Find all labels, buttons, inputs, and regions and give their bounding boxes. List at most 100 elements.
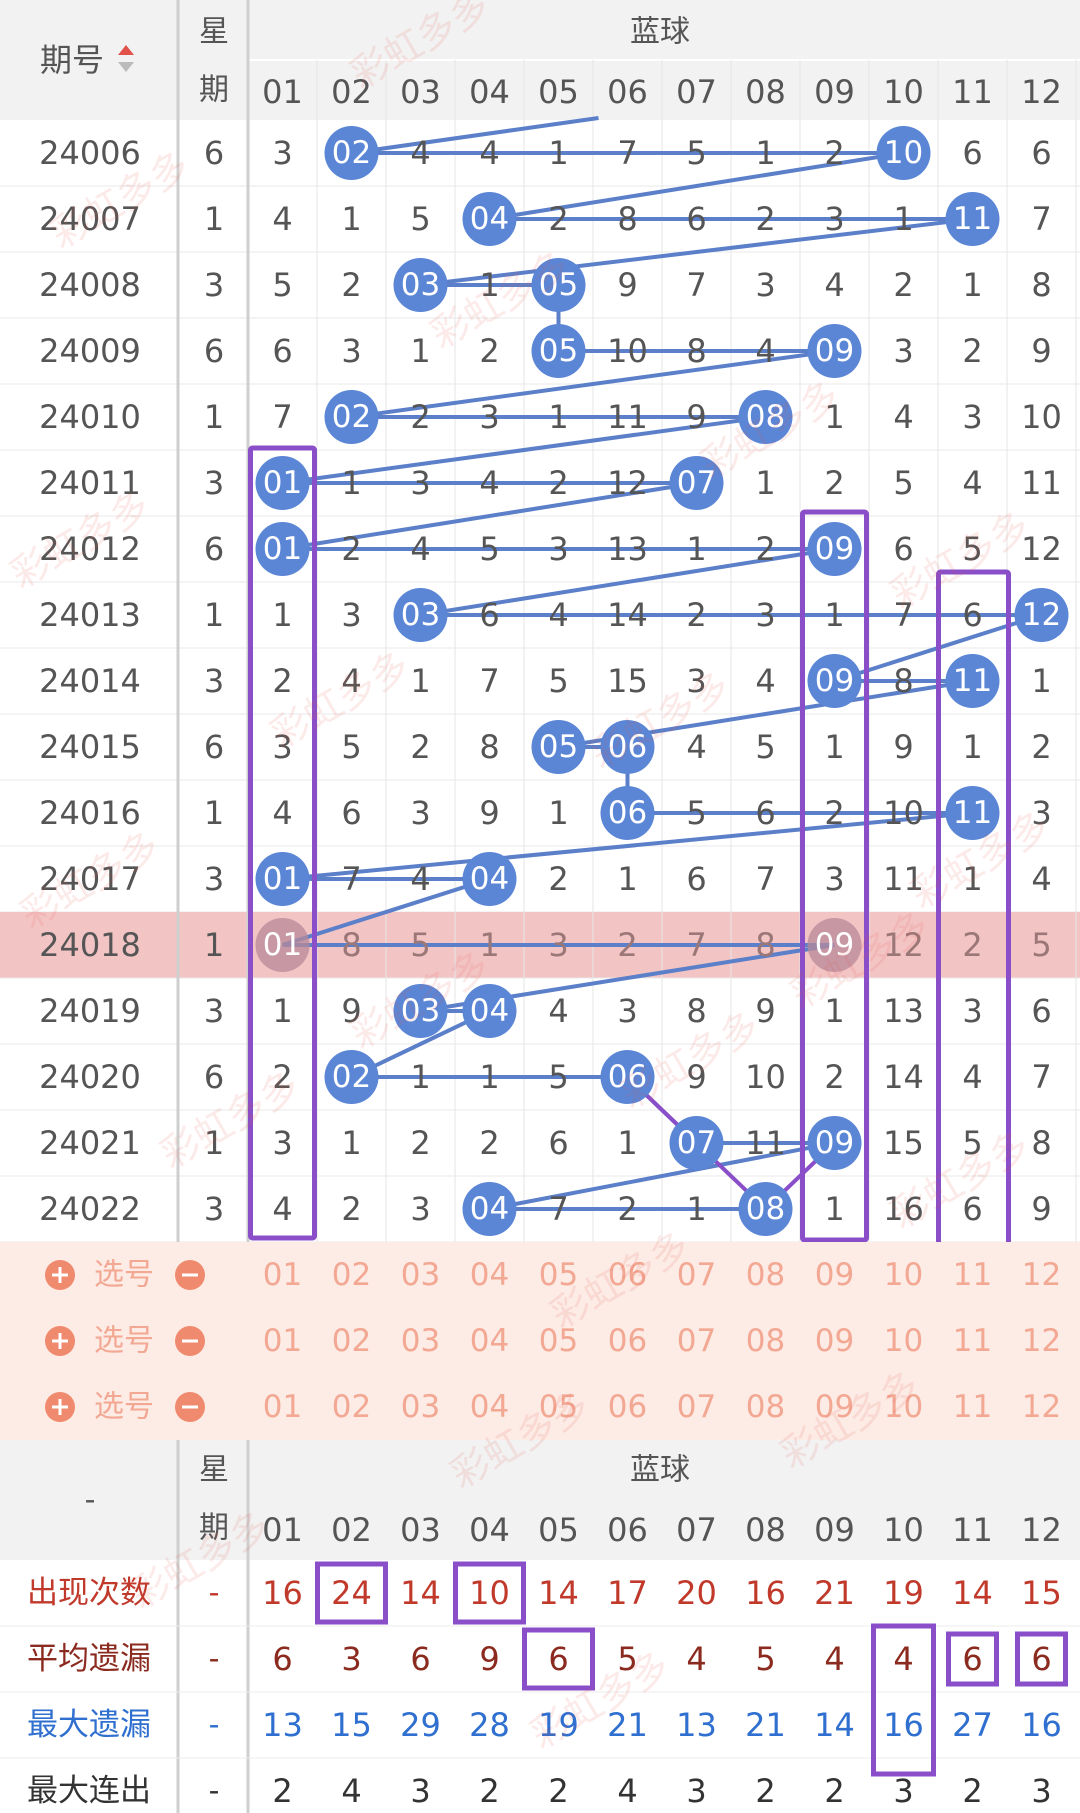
add-pick-button[interactable] [45,1326,75,1356]
remove-pick-button[interactable] [175,1260,205,1290]
blue-ball[interactable]: 02 [324,1050,379,1104]
picker-number-12[interactable]: 12 [1022,1323,1061,1359]
miss-count: 1 [962,266,982,304]
picker-number-09[interactable]: 09 [815,1257,854,1293]
blue-ball[interactable]: 04 [462,192,517,246]
blue-ball[interactable]: 06 [600,1050,655,1104]
blue-ball[interactable]: 03 [393,588,448,642]
picker-number-11[interactable]: 11 [953,1257,992,1293]
table-row: 24008 3 [0,266,1080,319]
miss-count: 5 [410,200,430,238]
miss-count: 1 [548,794,568,832]
picker-number-05[interactable]: 05 [539,1389,578,1425]
remove-pick-button[interactable] [175,1326,205,1356]
blue-ball[interactable]: 09 [807,324,862,378]
ball-number: 06 [608,1059,647,1095]
picker-number-05[interactable]: 05 [539,1323,578,1359]
stats-column-header-03: 03 [400,1511,441,1549]
picker-number-02[interactable]: 02 [332,1389,371,1425]
miss-count: 2 [686,596,706,634]
picker-number-01[interactable]: 01 [263,1389,302,1425]
picker-number-07[interactable]: 07 [677,1389,716,1425]
miss-count: 1 [272,992,292,1030]
stats-header-background [0,1440,1080,1560]
blue-ball[interactable]: 10 [876,126,931,180]
picker-number-06[interactable]: 06 [608,1389,647,1425]
picker-number-10[interactable]: 10 [884,1389,923,1425]
miss-count: 3 [548,926,568,964]
blue-ball[interactable]: 05 [531,720,586,774]
picker-number-06[interactable]: 06 [608,1257,647,1293]
blue-ball[interactable]: 07 [669,456,724,510]
picker-number-12[interactable]: 12 [1022,1389,1061,1425]
blue-ball[interactable]: 09 [807,918,862,972]
picker-number-04[interactable]: 04 [470,1323,509,1359]
blue-ball[interactable]: 09 [807,1116,862,1170]
picker-number-04[interactable]: 04 [470,1257,509,1293]
blue-ball[interactable]: 08 [738,390,793,444]
picker-number-04[interactable]: 04 [470,1389,509,1425]
blue-ball[interactable]: 01 [255,918,310,972]
blue-ball[interactable]: 04 [462,852,517,906]
picker-number-08[interactable]: 08 [746,1323,785,1359]
blue-ball[interactable]: 01 [255,456,310,510]
blue-ball[interactable]: 01 [255,522,310,576]
picker-number-03[interactable]: 03 [401,1323,440,1359]
picker-number-12[interactable]: 12 [1022,1257,1061,1293]
blue-ball[interactable]: 02 [324,126,379,180]
sort-up-icon[interactable] [118,45,134,55]
picker-number-03[interactable]: 03 [401,1257,440,1293]
blue-ball[interactable]: 12 [1014,588,1069,642]
blue-ball[interactable]: 11 [945,192,1000,246]
blue-ball[interactable]: 09 [807,654,862,708]
picker-number-10[interactable]: 10 [884,1257,923,1293]
annotation-boxes [248,445,1011,1249]
picker-number-07[interactable]: 07 [677,1257,716,1293]
blue-ball[interactable]: 02 [324,390,379,444]
picker-number-10[interactable]: 10 [884,1323,923,1359]
blue-ball[interactable]: 04 [462,984,517,1038]
picker-number-03[interactable]: 03 [401,1389,440,1425]
blue-ball[interactable]: 05 [531,258,586,312]
table-row: 24013 1 [0,596,1080,649]
weekday-value: 1 [204,1124,224,1162]
picker-number-11[interactable]: 11 [953,1323,992,1359]
stats-box-11-avg [946,1631,999,1687]
blue-ball[interactable]: 03 [393,258,448,312]
picker-number-09[interactable]: 09 [815,1323,854,1359]
remove-pick-button[interactable] [175,1392,205,1422]
blue-ball[interactable]: 09 [807,522,862,576]
blue-ball[interactable]: 11 [945,654,1000,708]
picker-number-09[interactable]: 09 [815,1389,854,1425]
blue-ball[interactable]: 05 [531,324,586,378]
picker-number-11[interactable]: 11 [953,1389,992,1425]
picker-number-08[interactable]: 08 [746,1389,785,1425]
blue-ball[interactable]: 08 [738,1182,793,1236]
picker-number-05[interactable]: 05 [539,1257,578,1293]
weekday-value: 1 [204,398,224,436]
picker-number-08[interactable]: 08 [746,1257,785,1293]
blue-ball[interactable]: 04 [462,1182,517,1236]
picker-number-01[interactable]: 01 [263,1257,302,1293]
sort-down-icon[interactable] [118,62,134,72]
blue-ball[interactable]: 01 [255,852,310,906]
blue-ball[interactable]: 06 [600,786,655,840]
picker-number-01[interactable]: 01 [263,1323,302,1359]
picker-number-07[interactable]: 07 [677,1323,716,1359]
ball-number: 09 [815,1125,854,1161]
picker-number-02[interactable]: 02 [332,1257,371,1293]
blue-ball[interactable]: 11 [945,786,1000,840]
watermark-text: 彩虹多多 [523,1643,677,1757]
weekday-header-top: 星 [199,15,229,50]
blue-ball[interactable]: 03 [393,984,448,1038]
add-pick-button[interactable] [45,1260,75,1290]
add-pick-button[interactable] [45,1392,75,1422]
miss-count: 1 [479,266,499,304]
blue-ball[interactable]: 06 [600,720,655,774]
ball-number: 02 [332,1059,371,1095]
picker-number-02[interactable]: 02 [332,1323,371,1359]
period-column-header[interactable]: 期号 [40,41,104,79]
blue-ball[interactable]: 07 [669,1116,724,1170]
picker-number-06[interactable]: 06 [608,1323,647,1359]
